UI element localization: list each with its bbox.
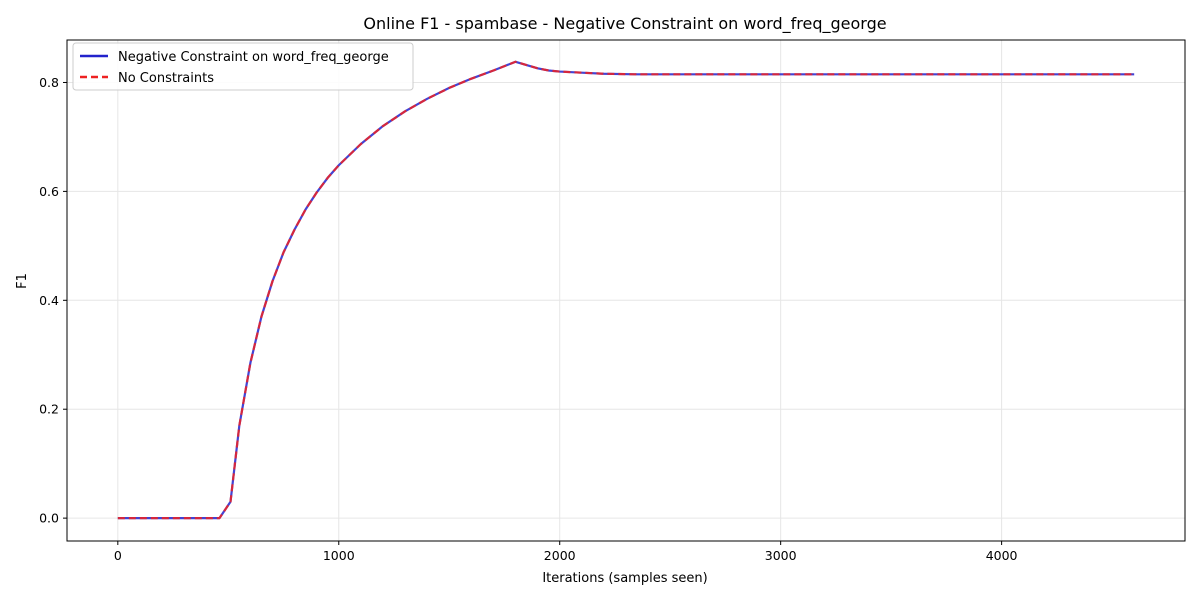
series-lines	[117, 60, 1135, 520]
x-tick-label: 3000	[765, 548, 797, 563]
axis-ticks: 0 1000 2000 3000 4000 0.0 0.2 0.4 0.6 0.8	[39, 75, 1017, 563]
x-tick-label: 1000	[323, 548, 355, 563]
x-tick-label: 4000	[986, 548, 1018, 563]
y-tick-label: 0.8	[39, 75, 59, 90]
y-tick-label: 0.2	[39, 402, 59, 417]
x-tick-label: 0	[114, 548, 122, 563]
legend-box	[72, 42, 414, 91]
legend: Negative Constraint on word_freq_george …	[72, 42, 414, 91]
y-tick-label: 0.0	[39, 511, 59, 526]
y-tick-label: 0.6	[39, 184, 59, 199]
legend-label-no-constraints: No Constraints	[118, 71, 214, 86]
chart-title: Online F1 - spambase - Negative Constrai…	[363, 14, 886, 34]
series-line-no-constraints	[117, 60, 1135, 520]
grid	[67, 40, 1185, 541]
legend-label-negative-constraint: Negative Constraint on word_freq_george	[118, 50, 389, 65]
y-tick-label: 0.4	[39, 293, 59, 308]
plot-frame	[66, 39, 1186, 542]
x-axis-label: Iterations (samples seen)	[542, 571, 707, 586]
y-axis-label: F1	[15, 273, 30, 289]
x-tick-label: 2000	[544, 548, 576, 563]
